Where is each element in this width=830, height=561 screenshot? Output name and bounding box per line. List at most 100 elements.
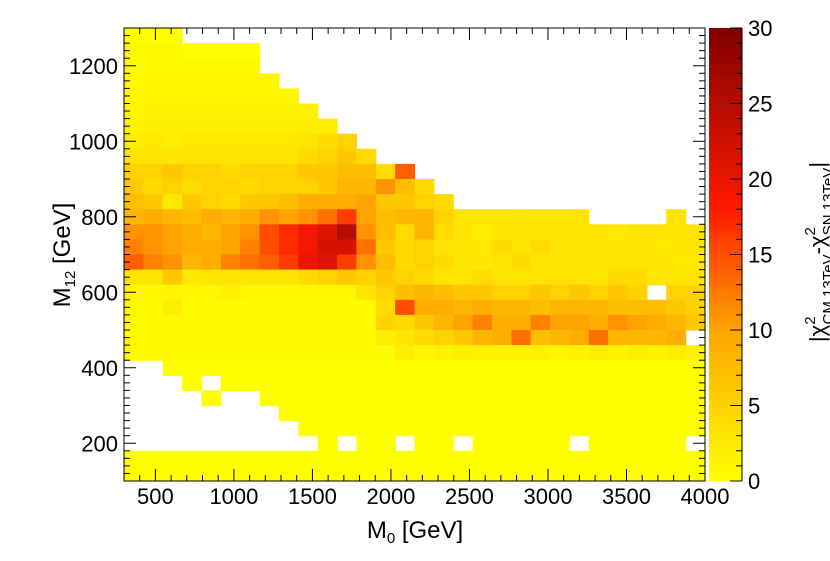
heatmap-cell [220, 43, 241, 59]
heatmap-cell [240, 330, 261, 346]
x-axis-label: M0 [GeV] [367, 517, 463, 547]
heatmap-cell [491, 224, 512, 240]
heatmap-cell [182, 360, 203, 376]
heatmap-cell [162, 133, 183, 150]
heatmap-cell [259, 179, 280, 195]
heatmap-cell [317, 435, 338, 452]
heatmap-cell [278, 450, 299, 467]
heatmap-cell [491, 390, 512, 407]
heatmap-cell [240, 314, 261, 331]
y-tick-label: 800 [81, 205, 118, 230]
heatmap-cell [337, 148, 357, 165]
heatmap-cell [550, 209, 571, 225]
heatmap-cell [472, 360, 493, 376]
heatmap-cell [395, 390, 416, 407]
heatmap-cell [201, 314, 222, 331]
heatmap-cell [259, 284, 280, 301]
heatmap-cell [220, 269, 241, 286]
heatmap-cell [201, 330, 222, 346]
heatmap-cell [124, 450, 144, 467]
heatmap-cell [627, 345, 648, 361]
heatmap-cell [453, 254, 474, 271]
heatmap-cell [356, 360, 377, 376]
heatmap-cell [375, 179, 396, 195]
heatmap-cell [414, 345, 435, 361]
heatmap-cell [337, 179, 357, 195]
heatmap-cell [530, 314, 551, 331]
heatmap-cell [298, 299, 319, 316]
color-scale-label: |χ2CM,13TeV-χ2SN,13TeV| [802, 162, 830, 342]
heatmap-cell [162, 73, 183, 89]
heatmap-cell [414, 390, 435, 407]
heatmap-cell [201, 133, 222, 150]
heatmap-cell [201, 148, 222, 165]
heatmap-cell [472, 375, 493, 391]
heatmap-cell [337, 450, 357, 467]
heatmap-cell [414, 330, 435, 346]
heatmap-cell [182, 314, 203, 331]
heatmap-cell [666, 390, 687, 407]
heatmap-cell [240, 224, 261, 240]
heatmap-cell [646, 420, 667, 437]
heatmap-cell [588, 375, 609, 391]
heatmap-cell [182, 73, 203, 89]
heatmap-cell [240, 269, 261, 286]
heatmap-cell [608, 405, 629, 422]
heatmap-cell [375, 375, 396, 391]
heatmap-cell [317, 314, 338, 331]
heatmap-cell [201, 345, 222, 361]
heatmap-cell [550, 420, 571, 437]
heatmap-cell [569, 360, 590, 376]
heatmap-cell [337, 405, 357, 422]
heatmap-cell [453, 284, 474, 301]
heatmap-cell [666, 269, 687, 286]
x-tick-label: 3000 [523, 484, 572, 509]
heatmap-cell [356, 435, 377, 452]
heatmap-cell [530, 254, 551, 271]
heatmap-cell [685, 405, 706, 422]
heatmap-cell [259, 118, 280, 135]
heatmap-cell [453, 269, 474, 286]
heatmap-cell [646, 299, 667, 316]
heatmap-cell [414, 375, 435, 391]
heatmap-cell [124, 239, 144, 256]
heatmap-cell [162, 269, 183, 286]
heatmap-cell [511, 330, 532, 346]
x-tick-label: 1500 [288, 484, 337, 509]
heatmap-cell [278, 390, 299, 407]
heatmap-cell [530, 375, 551, 391]
heatmap-cell [433, 435, 454, 452]
y-axis-ticks: 200 400 600 800 1000 1200 [69, 35, 705, 474]
heatmap-cell [182, 299, 203, 316]
heatmap-cell [472, 345, 493, 361]
heatmap-cell [278, 88, 299, 105]
heatmap-cell [240, 345, 261, 361]
heatmap-cell [143, 239, 164, 256]
heatmap-cell [259, 73, 280, 89]
heatmap-cell [298, 194, 319, 210]
heatmap-cell [646, 405, 667, 422]
heatmap-cell [143, 148, 164, 165]
heatmap-cell [550, 284, 571, 301]
heatmap-cell [259, 450, 280, 467]
heatmap-cell [588, 239, 609, 256]
heatmap-cell [220, 465, 241, 482]
y-tick-label: 1000 [69, 129, 118, 154]
heatmap-cell [472, 224, 493, 240]
heatmap-cell [569, 330, 590, 346]
heatmap-cell [608, 284, 629, 301]
heatmap-cell [666, 450, 687, 467]
heatmap-cell [375, 405, 396, 422]
heatmap-cell [220, 209, 241, 225]
heatmap-cell [588, 330, 609, 346]
heatmap-cell [124, 254, 144, 271]
heatmap-cell [550, 375, 571, 391]
heatmap-cell [646, 330, 667, 346]
heatmap-cell [627, 254, 648, 271]
heatmap-cell [337, 299, 357, 316]
heatmap-cell [259, 239, 280, 256]
heatmap-cell [220, 360, 241, 376]
heatmap-cell [220, 163, 241, 180]
heatmap-cell [627, 435, 648, 452]
heatmap-cell [550, 405, 571, 422]
